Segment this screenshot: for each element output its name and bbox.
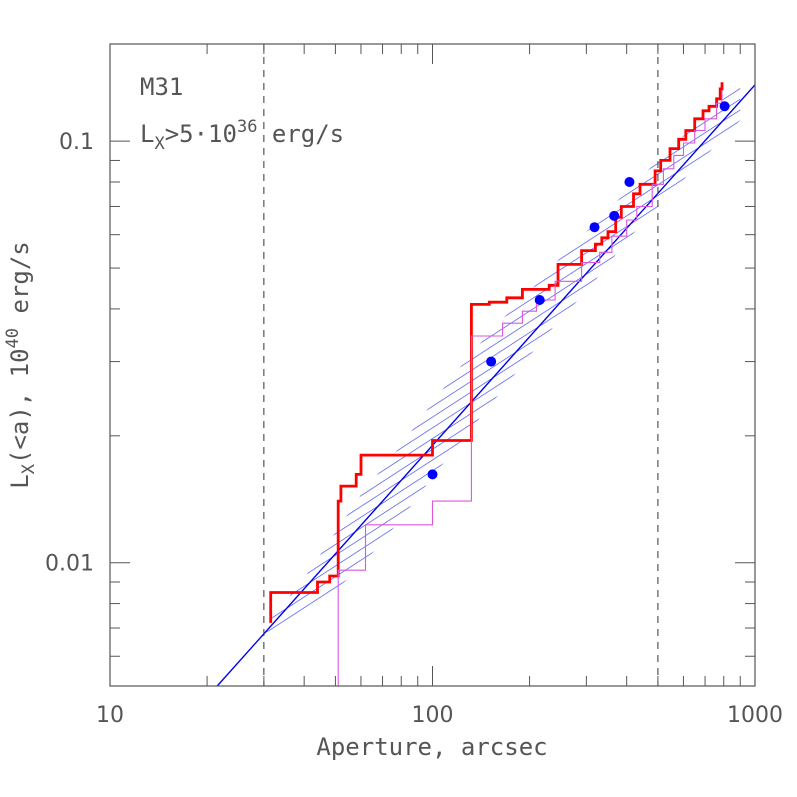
model-uncertainty-band — [263, 82, 741, 634]
tick-labels: 10 100 1000 0.01 0.1 — [45, 130, 783, 728]
data-point — [486, 356, 497, 367]
model-line — [216, 84, 755, 686]
data-point — [719, 101, 730, 112]
y-tick-label: 0.1 — [59, 130, 94, 155]
x-axis-label: Aperture, arcsec — [316, 733, 547, 761]
data-point — [427, 469, 438, 480]
y-axis-label: LX(<a), 1040 erg/s — [3, 241, 39, 488]
data-point — [624, 177, 635, 188]
y-tick-label: 0.01 — [45, 552, 94, 577]
secondary-step-curve — [337, 90, 723, 686]
galaxy-label: M31 — [140, 73, 183, 101]
plot-area — [216, 44, 755, 686]
axis-ticks — [109, 44, 755, 686]
data-point — [534, 294, 545, 305]
x-tick-label: 100 — [412, 703, 454, 728]
data-point — [589, 222, 600, 233]
x-tick-label: 10 — [96, 703, 124, 728]
luminosity-threshold-label: LX>5·1036 erg/s — [140, 117, 344, 154]
x-tick-label: 1000 — [727, 703, 783, 728]
data-point — [609, 210, 620, 221]
observed-step-curve — [269, 82, 724, 623]
